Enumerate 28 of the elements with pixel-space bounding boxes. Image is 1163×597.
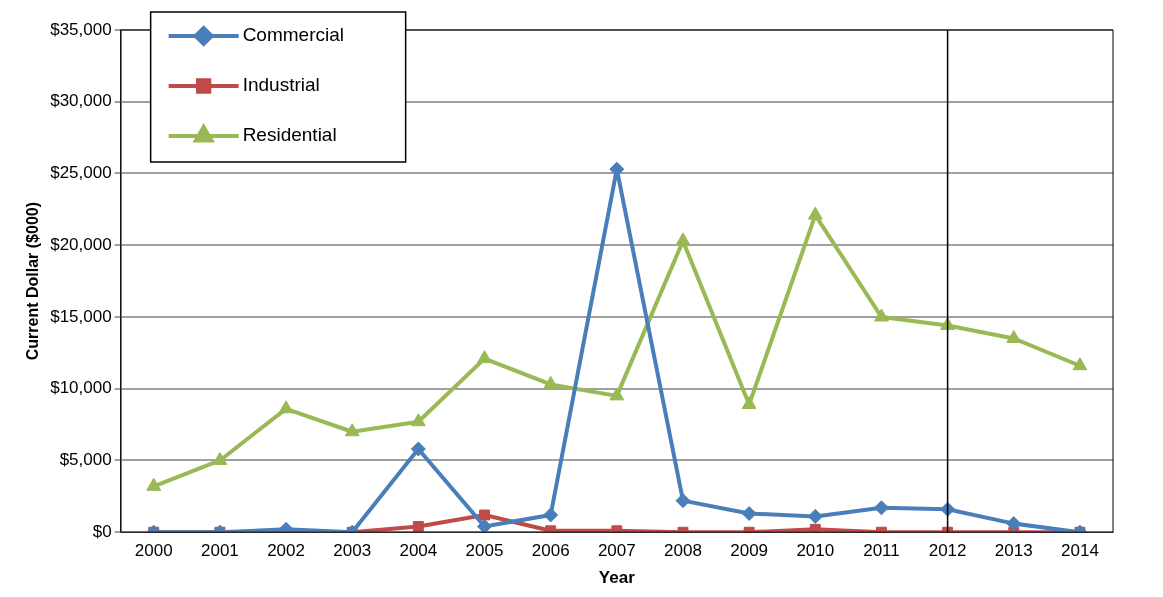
x-tick-label: 2004 [399,541,438,561]
y-tick-label: $35,000 [50,19,112,39]
y-axis-title: Current Dollar ($000) [24,201,42,361]
x-tick-label: 2014 [1061,541,1099,561]
y-tick-label: $5,000 [59,450,112,470]
y-tick-label: $30,000 [50,91,112,111]
x-tick-label: 2002 [267,541,305,561]
y-tick-label: $15,000 [50,306,112,326]
x-tick-label: 2007 [597,541,636,561]
x-tick-label: 2011 [863,541,900,561]
x-tick-label: 2001 [200,541,239,561]
x-tick-label: 2003 [333,541,372,561]
x-tick-label: 2010 [796,541,835,561]
x-tick-label: 2006 [531,541,570,561]
y-tick-label: $10,000 [50,378,112,398]
x-axis-title: Year [598,568,636,588]
x-tick-label: 2008 [664,541,702,561]
y-tick-label: $0 [92,521,112,541]
legend-label: Commercial [242,24,345,46]
y-tick-label: $25,000 [50,163,112,183]
legend-label: Industrial [242,74,320,96]
x-tick-label: 2000 [134,541,173,561]
y-tick-label: $20,000 [50,234,112,254]
legend-label: Residential [242,124,337,146]
x-tick-label: 2013 [994,541,1033,561]
x-tick-label: 2009 [730,541,769,561]
x-tick-label: 2012 [928,541,967,561]
x-tick-label: 2005 [465,541,504,561]
